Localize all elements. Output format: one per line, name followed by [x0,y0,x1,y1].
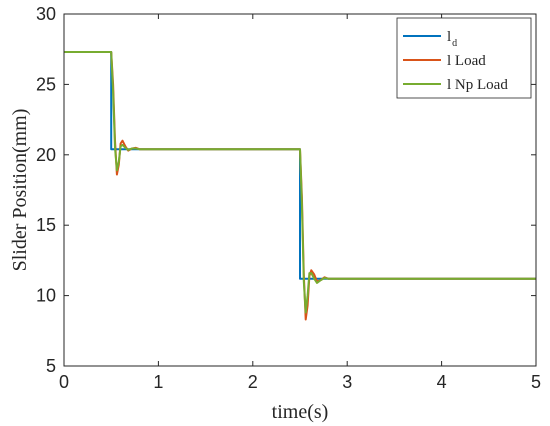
plot-frame [63,13,537,367]
tick-layer: 0 1 2 3 4 5 5 10 15 20 25 30 [36,4,541,392]
series-line-2 [64,51,536,314]
x-tick-label-3: 3 [342,372,352,392]
y-tick-label-2: 15 [36,215,56,235]
y-tick-label-1: 10 [36,286,56,306]
x-tick-label-0: 0 [59,372,69,392]
series-layer [64,51,536,321]
x-tick-label-4: 4 [437,372,447,392]
legend-label-0: ld [447,29,457,49]
x-axis-label: time(s) [272,401,329,423]
y-tick-label-4: 25 [36,74,56,94]
legend-label-2: l Np Load [447,77,508,93]
x-tick-label-5: 5 [531,372,541,392]
legend-label-1: l Load [447,53,486,69]
x-tick-label-1: 1 [153,372,163,392]
y-axis-label: Slider Position(mm) [9,109,31,272]
x-tick-label-2: 2 [248,372,258,392]
y-tick-label-0: 5 [46,356,56,376]
y-tick-label-3: 20 [36,145,56,165]
legend: ld l Load l Np Load [396,17,532,99]
y-tick-label-5: 30 [36,4,56,24]
